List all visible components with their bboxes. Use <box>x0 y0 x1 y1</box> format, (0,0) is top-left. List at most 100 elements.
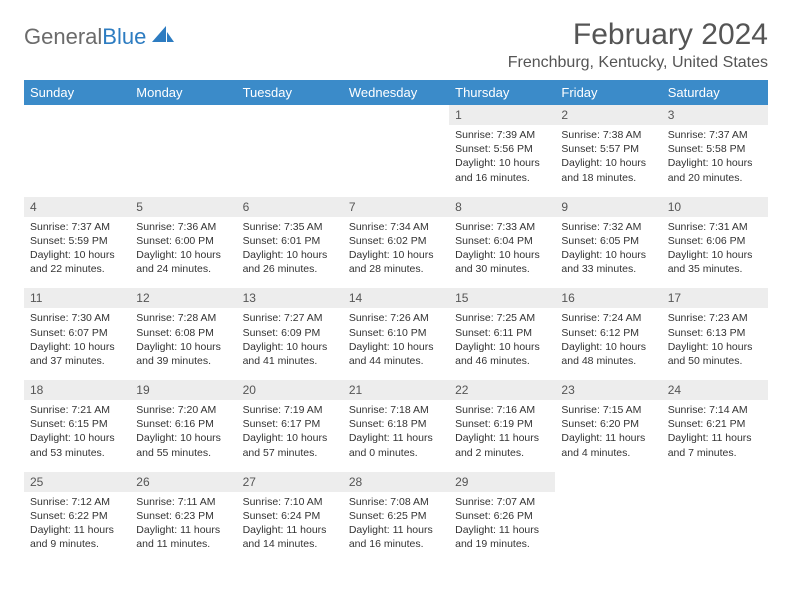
sunset-label: Sunset: <box>668 143 707 155</box>
day-number-cell: 7 <box>343 197 449 217</box>
day-detail-cell: Sunrise: 7:27 AMSunset: 6:09 PMDaylight:… <box>237 308 343 380</box>
daylight-label: Daylight: <box>668 249 712 261</box>
daylight-label: Daylight: <box>668 157 712 169</box>
daynum-row: 11121314151617 <box>24 288 768 308</box>
day-detail-cell: Sunrise: 7:16 AMSunset: 6:19 PMDaylight:… <box>449 400 555 472</box>
sunset-label: Sunset: <box>455 235 494 247</box>
sunrise-label: Sunrise: <box>455 129 496 141</box>
daylight-label: Daylight: <box>455 432 499 444</box>
daylight-label: Daylight: <box>349 432 393 444</box>
day-detail-cell <box>662 492 768 564</box>
sunset-label: Sunset: <box>30 418 69 430</box>
daylight-label: Daylight: <box>455 157 499 169</box>
sunrise-label: Sunrise: <box>668 404 709 416</box>
sunrise-label: Sunrise: <box>243 496 284 508</box>
sunset-label: Sunset: <box>349 327 388 339</box>
daynum-row: 123 <box>24 105 768 125</box>
day-detail-cell: Sunrise: 7:30 AMSunset: 6:07 PMDaylight:… <box>24 308 130 380</box>
sunset-label: Sunset: <box>243 235 282 247</box>
day-detail-cell: Sunrise: 7:23 AMSunset: 6:13 PMDaylight:… <box>662 308 768 380</box>
dow-saturday: Saturday <box>662 80 768 105</box>
calendar-table: Sunday Monday Tuesday Wednesday Thursday… <box>24 80 768 563</box>
day-detail-cell: Sunrise: 7:08 AMSunset: 6:25 PMDaylight:… <box>343 492 449 564</box>
sunrise-label: Sunrise: <box>349 312 390 324</box>
day-number-cell: 3 <box>662 105 768 125</box>
sunrise-label: Sunrise: <box>668 312 709 324</box>
logo-text-blue: Blue <box>102 24 146 50</box>
sunset-label: Sunset: <box>668 327 707 339</box>
day-detail-cell: Sunrise: 7:15 AMSunset: 6:20 PMDaylight:… <box>555 400 661 472</box>
day-number-cell: 24 <box>662 380 768 400</box>
dow-sunday: Sunday <box>24 80 130 105</box>
day-number-cell: 22 <box>449 380 555 400</box>
day-detail-cell: Sunrise: 7:10 AMSunset: 6:24 PMDaylight:… <box>237 492 343 564</box>
day-detail-cell: Sunrise: 7:24 AMSunset: 6:12 PMDaylight:… <box>555 308 661 380</box>
sunrise-label: Sunrise: <box>668 221 709 233</box>
day-detail-cell: Sunrise: 7:18 AMSunset: 6:18 PMDaylight:… <box>343 400 449 472</box>
dow-monday: Monday <box>130 80 236 105</box>
day-number-cell: 12 <box>130 288 236 308</box>
daylight-label: Daylight: <box>455 341 499 353</box>
daylight-label: Daylight: <box>30 341 74 353</box>
sunrise-label: Sunrise: <box>455 496 496 508</box>
day-number-cell: 15 <box>449 288 555 308</box>
day-number-cell <box>662 472 768 492</box>
sunset-label: Sunset: <box>30 235 69 247</box>
day-number-cell: 17 <box>662 288 768 308</box>
sunset-label: Sunset: <box>455 510 494 522</box>
daylight-label: Daylight: <box>136 524 180 536</box>
day-detail-cell: Sunrise: 7:20 AMSunset: 6:16 PMDaylight:… <box>130 400 236 472</box>
sunrise-label: Sunrise: <box>30 404 71 416</box>
dow-tuesday: Tuesday <box>237 80 343 105</box>
day-number-cell: 1 <box>449 105 555 125</box>
sunset-label: Sunset: <box>561 418 600 430</box>
day-detail-cell: Sunrise: 7:37 AMSunset: 5:59 PMDaylight:… <box>24 217 130 289</box>
day-number-cell: 14 <box>343 288 449 308</box>
sunrise-label: Sunrise: <box>349 404 390 416</box>
dow-header-row: Sunday Monday Tuesday Wednesday Thursday… <box>24 80 768 105</box>
sunrise-label: Sunrise: <box>561 221 602 233</box>
sunset-label: Sunset: <box>30 327 69 339</box>
day-detail-cell <box>24 125 130 197</box>
day-number-cell: 4 <box>24 197 130 217</box>
day-detail-cell <box>237 125 343 197</box>
logo: GeneralBlue <box>24 18 174 50</box>
sunrise-label: Sunrise: <box>30 496 71 508</box>
sunset-label: Sunset: <box>243 418 282 430</box>
day-number-cell: 16 <box>555 288 661 308</box>
day-number-cell: 18 <box>24 380 130 400</box>
daylight-label: Daylight: <box>561 341 605 353</box>
sunrise-label: Sunrise: <box>136 496 177 508</box>
day-detail-cell: Sunrise: 7:38 AMSunset: 5:57 PMDaylight:… <box>555 125 661 197</box>
sunrise-label: Sunrise: <box>243 404 284 416</box>
day-number-cell <box>24 105 130 125</box>
logo-text-gray: General <box>24 24 102 50</box>
day-number-cell: 10 <box>662 197 768 217</box>
day-number-cell: 2 <box>555 105 661 125</box>
sunrise-label: Sunrise: <box>243 221 284 233</box>
daylight-label: Daylight: <box>136 432 180 444</box>
daylight-label: Daylight: <box>136 341 180 353</box>
daylight-label: Daylight: <box>349 524 393 536</box>
day-detail-cell: Sunrise: 7:39 AMSunset: 5:56 PMDaylight:… <box>449 125 555 197</box>
day-detail-cell: Sunrise: 7:14 AMSunset: 6:21 PMDaylight:… <box>662 400 768 472</box>
daylight-label: Daylight: <box>243 249 287 261</box>
day-detail-cell: Sunrise: 7:35 AMSunset: 6:01 PMDaylight:… <box>237 217 343 289</box>
day-number-cell: 25 <box>24 472 130 492</box>
daylight-label: Daylight: <box>561 432 605 444</box>
day-number-cell: 21 <box>343 380 449 400</box>
day-detail-cell: Sunrise: 7:12 AMSunset: 6:22 PMDaylight:… <box>24 492 130 564</box>
daylight-label: Daylight: <box>30 432 74 444</box>
sunrise-label: Sunrise: <box>243 312 284 324</box>
dow-thursday: Thursday <box>449 80 555 105</box>
daylight-label: Daylight: <box>561 157 605 169</box>
day-detail-cell: Sunrise: 7:37 AMSunset: 5:58 PMDaylight:… <box>662 125 768 197</box>
daylight-label: Daylight: <box>243 524 287 536</box>
day-detail-cell <box>343 125 449 197</box>
sunrise-label: Sunrise: <box>349 221 390 233</box>
day-number-cell: 23 <box>555 380 661 400</box>
daylight-label: Daylight: <box>30 524 74 536</box>
day-number-cell <box>237 105 343 125</box>
header: GeneralBlue February 2024 Frenchburg, Ke… <box>24 18 768 72</box>
day-number-cell <box>343 105 449 125</box>
